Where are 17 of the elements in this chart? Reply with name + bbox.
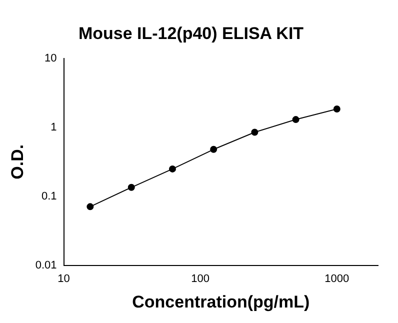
point <box>86 203 94 210</box>
y-axis-title: O.D. <box>8 144 27 180</box>
point <box>168 165 176 172</box>
x-tick-label: 10 <box>58 273 70 286</box>
x-tick-label: 1000 <box>324 273 350 286</box>
point <box>292 116 300 124</box>
y-tick-label: 1 <box>50 121 57 134</box>
chart-title: Mouse IL-12(p40) ELISA KIT <box>78 24 304 43</box>
y-tick-label: 0.1 <box>42 190 57 202</box>
x-axis-title: Concentration(pg/mL) <box>132 292 310 312</box>
y-tick-label: 0.01 <box>35 259 57 272</box>
point <box>128 184 135 191</box>
point <box>210 146 218 153</box>
point <box>251 128 258 136</box>
point <box>333 105 340 112</box>
y-tick-label: 10 <box>44 52 57 64</box>
x-tick-label: 100 <box>191 273 210 286</box>
